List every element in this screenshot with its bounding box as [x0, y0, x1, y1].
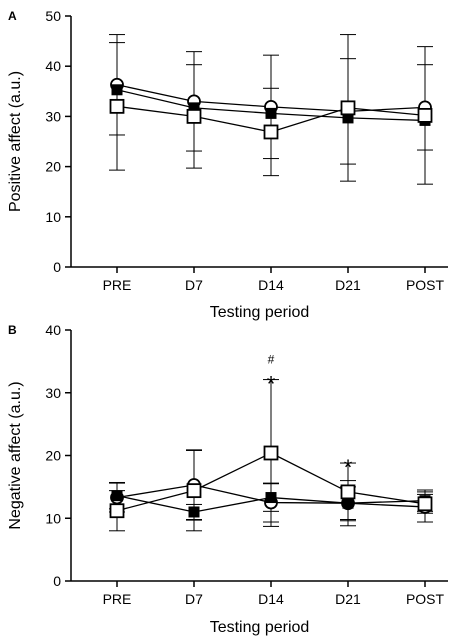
panel-label: B — [8, 323, 17, 337]
x-axis-title: Testing period — [210, 304, 310, 321]
panel-a: A 0 10 20 30 40 50 PRE D7 D14 D21 POST Testing perio… — [7, 8, 448, 321]
data-point-open-square — [417, 107, 433, 123]
data-point-filled-square — [111, 84, 123, 96]
x-axis-title: Testing period — [210, 619, 310, 636]
data-point-open-square — [263, 124, 279, 140]
y-tick-label: 10 — [45, 209, 61, 225]
x-tick-label: D14 — [258, 277, 284, 293]
data-point-open-square — [340, 484, 356, 500]
x-tick-label: POST — [406, 591, 445, 607]
y-tick-label: 40 — [45, 58, 61, 74]
y-tick-label: 0 — [53, 573, 61, 589]
data-point-filled-square — [265, 107, 277, 119]
data-point-open-square — [186, 109, 202, 124]
data-point-open-square — [109, 98, 125, 114]
x-tick-label: D21 — [335, 277, 361, 293]
y-tick-label: 30 — [45, 108, 61, 124]
y-tick-label: 40 — [45, 322, 61, 338]
y-tick-label: 10 — [45, 510, 61, 526]
panel-b: B 0 10 20 30 40 PRE D7 D14 D21 POST Testing period N… — [7, 322, 448, 636]
significance-star: * — [267, 372, 276, 397]
x-tick-label: D7 — [185, 277, 203, 293]
data-point-filled-square — [342, 497, 354, 509]
x-tick-label: PRE — [103, 591, 132, 607]
y-axis-title: Positive affect (a.u.) — [7, 71, 24, 212]
x-tick-label: D14 — [258, 591, 284, 607]
y-tick-label: 0 — [53, 259, 61, 275]
hash-annotation: # — [268, 353, 275, 367]
y-tick-label: 30 — [45, 385, 61, 401]
y-tick-label: 20 — [45, 159, 61, 175]
data-point-open-square — [263, 445, 279, 461]
data-point-open-square — [417, 496, 433, 512]
significance-star: * — [344, 455, 353, 480]
data-point-filled-square — [111, 490, 123, 502]
x-tick-label: PRE — [103, 277, 132, 293]
x-tick-label: D7 — [185, 591, 203, 607]
data-point-filled-square — [265, 492, 277, 504]
y-tick-label: 50 — [45, 8, 61, 24]
x-tick-label: POST — [406, 277, 445, 293]
y-tick-label: 20 — [45, 448, 61, 464]
data-point-filled-square — [188, 506, 200, 518]
panel-label: A — [8, 9, 17, 23]
x-tick-label: D21 — [335, 591, 361, 607]
y-axis-title: Negative affect (a.u.) — [7, 381, 24, 529]
data-point-open-square — [109, 503, 125, 519]
data-point-open-square — [186, 483, 202, 499]
data-point-open-square — [340, 100, 356, 116]
